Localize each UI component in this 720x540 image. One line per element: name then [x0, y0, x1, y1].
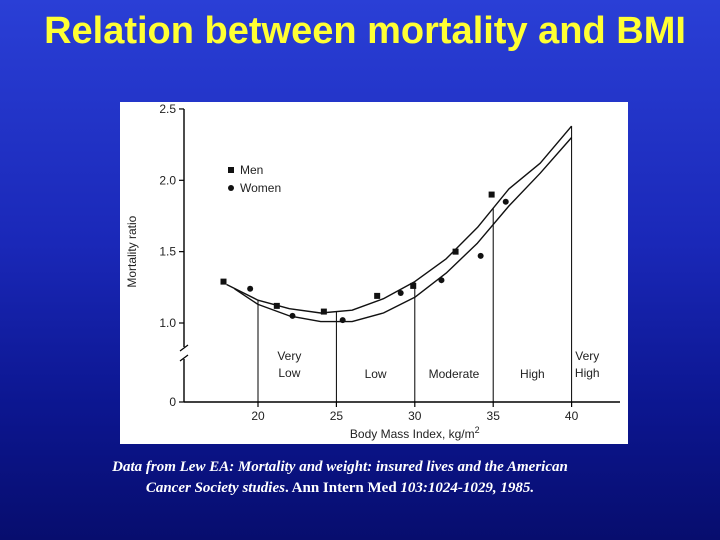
- legend-label-men: Men: [240, 163, 263, 177]
- x-tick-label: 40: [565, 409, 579, 423]
- x-tick-label: 20: [251, 409, 265, 423]
- y-axis-label: Mortality ratio: [125, 215, 139, 287]
- data-point-women: [289, 312, 296, 319]
- fit-curve-women: [234, 137, 573, 323]
- category-label: Very: [277, 349, 301, 363]
- data-point-men: [410, 282, 417, 289]
- y-axis-break-mark: [179, 344, 189, 352]
- category-label: Moderate: [429, 367, 480, 381]
- slide-title: Relation between mortality and BMI: [44, 10, 686, 52]
- category-label: High: [575, 366, 600, 380]
- data-point-men: [320, 308, 327, 315]
- citation-journal: . Ann Intern Med: [284, 480, 401, 496]
- y-tick-label: 0: [169, 395, 176, 409]
- data-point-women: [339, 317, 346, 324]
- x-tick-label: 30: [408, 409, 422, 423]
- category-label: Very: [575, 349, 599, 363]
- x-axis-label-superscript: 2: [475, 425, 480, 435]
- legend-label-women: Women: [240, 181, 281, 195]
- chart-panel: 0 1.0 1.5 2.0 2.5 20 25 30 35 40 Body Mass Index, …: [120, 102, 628, 444]
- y-tick-label: 2.5: [159, 102, 176, 116]
- citation-line-1: Data from Lew EA: Mortality and weight: …: [112, 459, 568, 475]
- legend-marker-men: [228, 167, 234, 173]
- fit-curve-men: [226, 125, 573, 314]
- data-point-men: [220, 278, 227, 285]
- category-label: Low: [365, 367, 387, 381]
- data-point-men: [452, 248, 459, 255]
- data-point-women: [247, 285, 254, 292]
- data-point-women: [477, 252, 484, 259]
- mortality-bmi-chart: 0 1.0 1.5 2.0 2.5 20 25 30 35 40 Body Mass Index, …: [125, 102, 620, 441]
- legend-marker-women: [228, 185, 234, 191]
- citation-volume: 103:1024-1029, 1985.: [400, 480, 535, 496]
- citation: Data from Lew EA: Mortality and weight: …: [40, 457, 640, 499]
- citation-title: Cancer Society studies: [145, 480, 285, 496]
- y-tick-label: 1.5: [159, 245, 176, 259]
- y-tick-label: 1.0: [159, 316, 176, 330]
- category-label: High: [520, 367, 545, 381]
- x-tick-label: 35: [487, 409, 501, 423]
- data-point-men: [273, 302, 280, 309]
- data-point-women: [438, 277, 445, 284]
- x-tick-label: 25: [330, 409, 344, 423]
- y-tick-label: 2.0: [159, 173, 176, 187]
- data-point-men: [374, 292, 381, 299]
- data-point-women: [397, 290, 404, 297]
- category-label: Low: [278, 366, 300, 380]
- y-axis-break-mark: [179, 354, 189, 362]
- data-point-women: [502, 198, 509, 205]
- x-axis-label: Body Mass Index, kg/m2: [350, 425, 480, 441]
- data-point-men: [488, 191, 495, 198]
